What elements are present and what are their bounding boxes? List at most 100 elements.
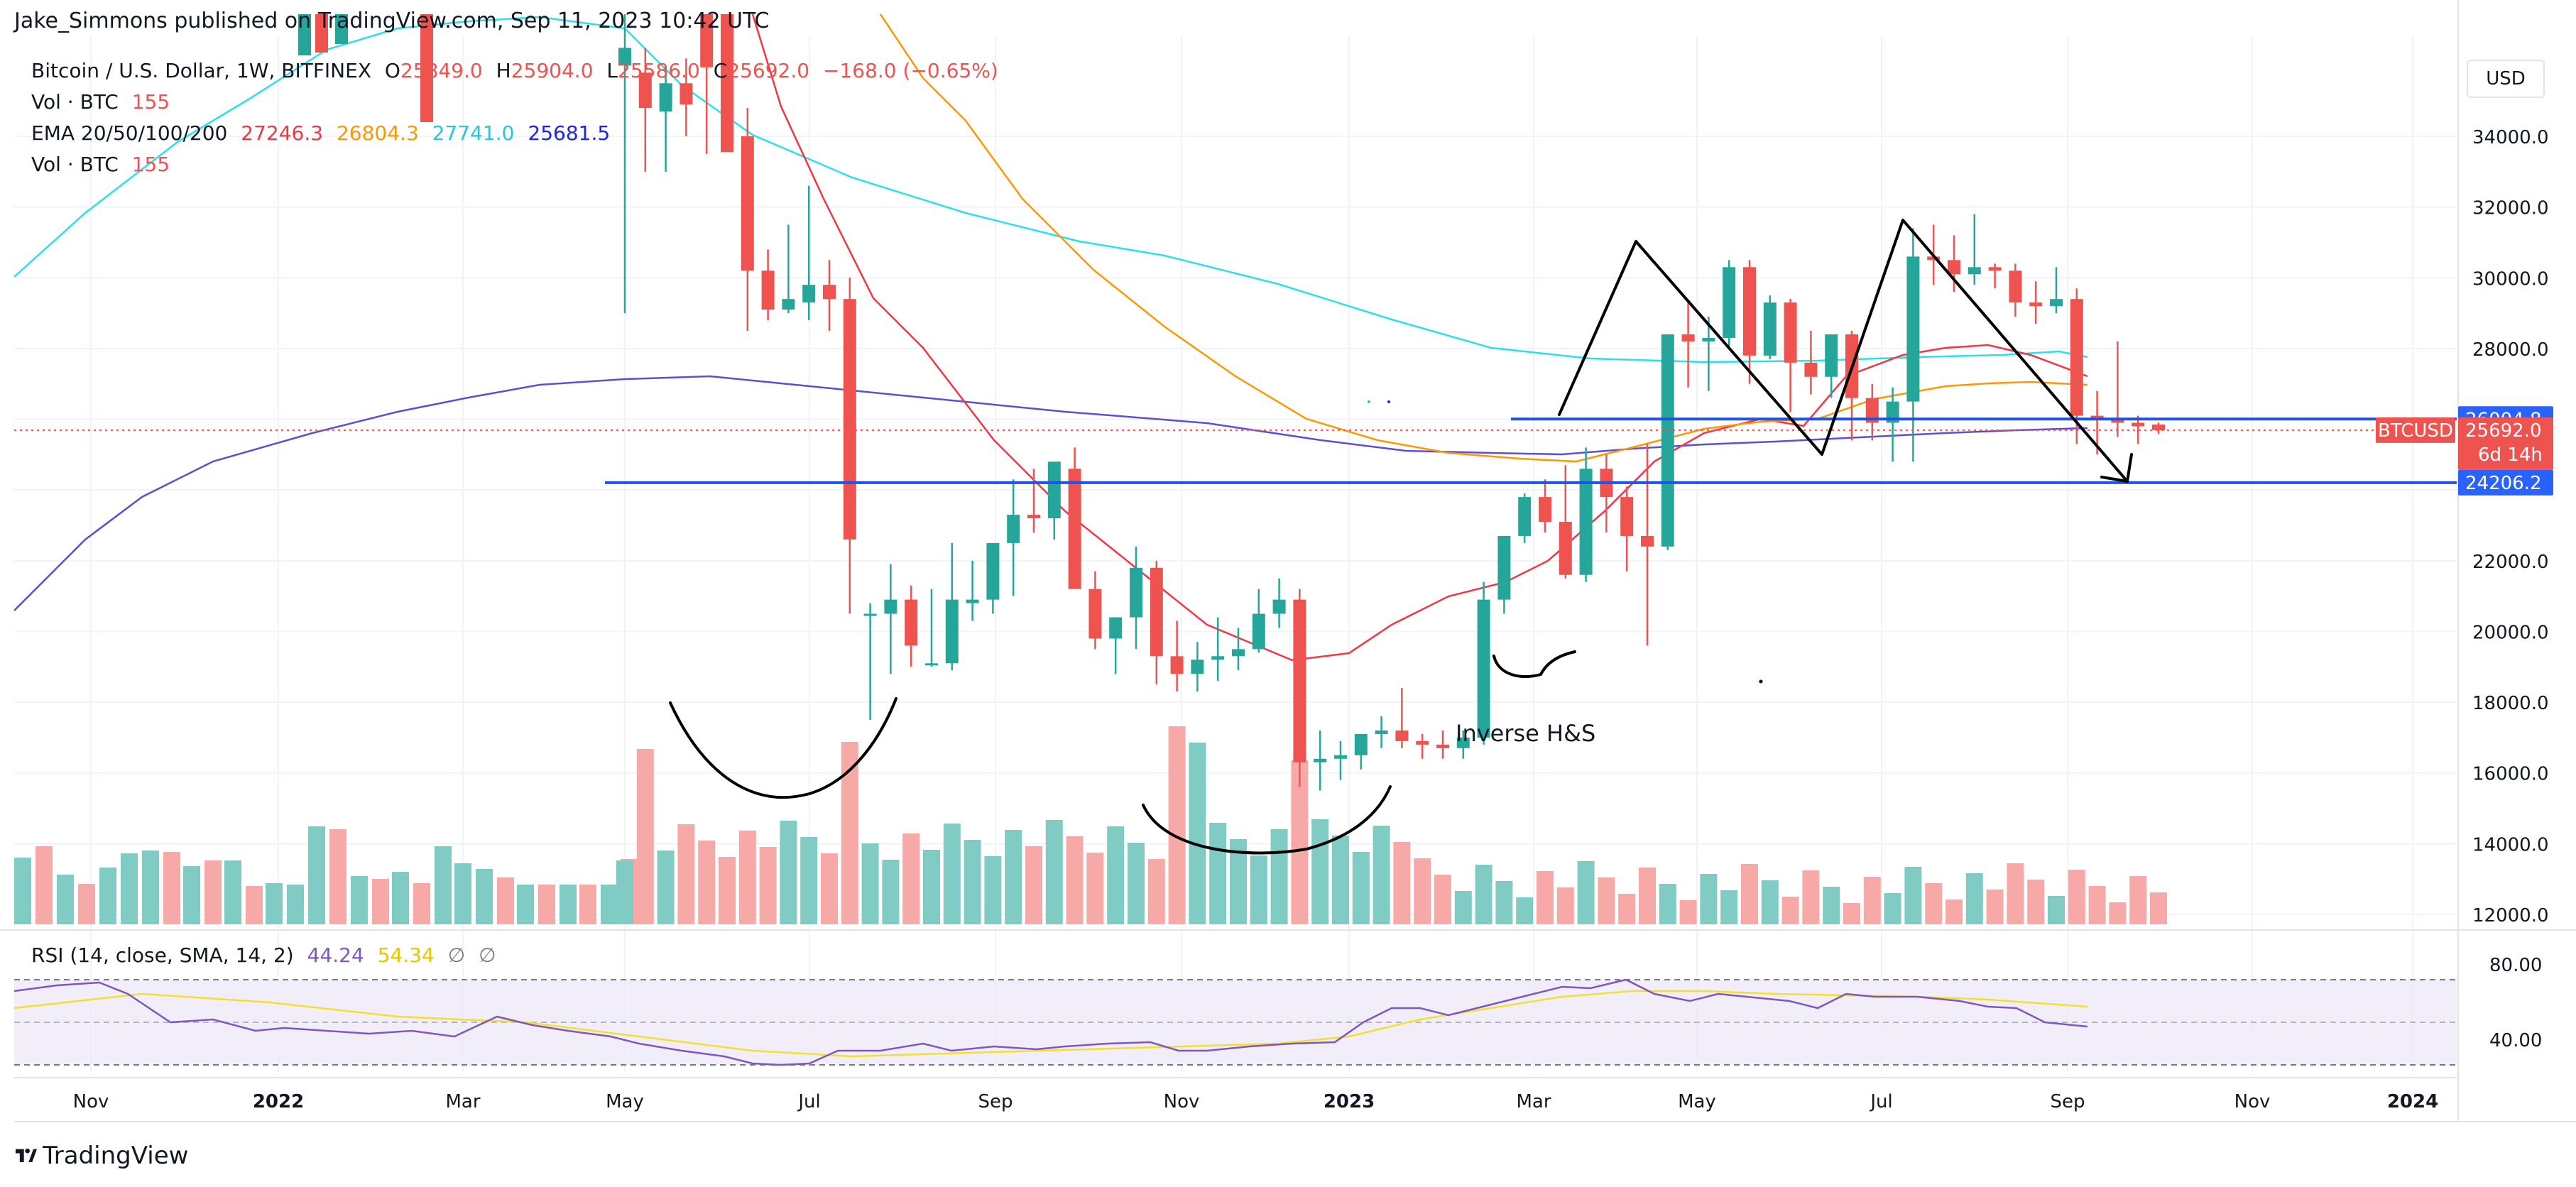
time-tick: Jul [797, 1091, 820, 1112]
candle-body [1743, 267, 1756, 356]
volume-bar [800, 837, 818, 924]
candle-body [1825, 334, 1838, 377]
volume-bar [1414, 858, 1431, 924]
candle-body [1354, 733, 1368, 755]
legend-vol2-label: Vol · BTC [31, 153, 119, 176]
legend-ema[interactable]: EMA 20/50/100/200 27246.3 26804.3 27741.… [31, 121, 617, 146]
candle-body [2132, 422, 2145, 427]
candle-body [1661, 334, 1674, 547]
volume-bar [1454, 891, 1472, 924]
volume-bar [517, 885, 534, 924]
legend-open-label: O [384, 59, 400, 82]
volume-bar [841, 742, 858, 924]
candle-body [1723, 267, 1736, 338]
candle-body [782, 299, 795, 310]
volume-bar [1189, 743, 1206, 924]
volume-bar [142, 850, 159, 924]
volume-bar [99, 868, 116, 924]
tag-lower-text: 24206.2 [2465, 473, 2542, 494]
candle-body [1047, 461, 1061, 519]
candle-body [1170, 656, 1184, 674]
candle-body [1948, 260, 1960, 275]
volume-bar [266, 883, 283, 924]
legend-vol-label: Vol · BTC [31, 90, 119, 114]
double-top-path [1558, 219, 2133, 483]
legend-close-label: C [713, 59, 728, 82]
tag-symbol-bg [2376, 417, 2455, 443]
candle-body [843, 299, 856, 540]
candle-body [1497, 535, 1511, 600]
candle-body [1927, 256, 1941, 261]
legend-ema200: 25681.5 [528, 121, 611, 145]
volume-bar [1945, 899, 1963, 924]
candle-body [823, 285, 836, 300]
volume-bar [246, 886, 263, 924]
rsi-tick: 80.00 [2489, 955, 2542, 976]
candle-body [2070, 299, 2083, 416]
volume-bar [780, 821, 797, 924]
head-left-shoulder [669, 697, 897, 799]
candle-body [618, 48, 631, 66]
volume-bar [882, 860, 900, 924]
legend-change: −168.0 (−0.65%) [823, 59, 998, 82]
volume-bar [121, 853, 138, 924]
legend-low: 25586.0 [618, 59, 700, 82]
volume-bar [1720, 890, 1738, 924]
candle-body [1130, 567, 1142, 618]
candle-body [2152, 425, 2165, 430]
volume-bar [1147, 859, 1165, 924]
candle-body [1641, 535, 1654, 547]
legend-symbol[interactable]: Bitcoin / U.S. Dollar, 1W, BITFINEX [31, 59, 371, 82]
candle-body [1150, 567, 1163, 657]
ema20-line [751, 13, 2088, 662]
volume-bar [1250, 855, 1267, 924]
legend-volume-2[interactable]: Vol · BTC 155 [31, 152, 177, 177]
price-tick: 32000.0 [2472, 198, 2549, 219]
ema50-line [879, 13, 2088, 463]
candle-body [1334, 755, 1347, 759]
volume-bar [1168, 726, 1186, 924]
time-tick: Sep [978, 1091, 1013, 1112]
candle-body [1456, 737, 1470, 748]
legend-volume[interactable]: Vol · BTC 155 [31, 89, 177, 115]
volume-bar [204, 860, 222, 924]
volume-bar [1475, 865, 1492, 924]
candle-body [884, 599, 897, 614]
volume-bar [1311, 819, 1329, 924]
volume-bar [1107, 826, 1125, 924]
tradingview-brand[interactable]: TradingView [43, 1142, 189, 1170]
legend-vol2-value: 155 [131, 153, 170, 176]
currency-button[interactable]: USD [2467, 60, 2545, 98]
volume-bar [1495, 881, 1513, 924]
candle-body [1007, 515, 1020, 543]
time-tick: Nov [1164, 1091, 1200, 1112]
volume-bar [1291, 760, 1309, 924]
candle-body [2009, 270, 2022, 303]
volume-bar [1904, 867, 1922, 924]
rsi-band [14, 980, 2457, 1065]
tag-countdown-text: 6d 14h [2478, 444, 2543, 466]
candle-body [315, 14, 328, 53]
candle-body [1886, 401, 1899, 423]
volume-bar [698, 841, 716, 924]
horizontal-levels[interactable] [14, 417, 2457, 484]
candle-body [1906, 256, 1920, 402]
pattern-label: Inverse H&S [1456, 720, 1595, 747]
volume-bar [1516, 897, 1534, 924]
volume-bar [1823, 887, 1840, 924]
legend-ema50: 26804.3 [336, 121, 419, 145]
time-tick: Nov [73, 1091, 109, 1112]
publisher-line: Jake_Simmons published on TradingView.co… [14, 9, 770, 33]
candle-body [1314, 758, 1327, 762]
candle-body [1395, 730, 1409, 741]
volume-bar [1025, 846, 1042, 924]
candle-body [986, 542, 1000, 600]
legend-rsi-value: 44.24 [307, 943, 364, 967]
legend-rsi-na-1: ∅ [447, 943, 466, 967]
volume-bar [1434, 875, 1451, 924]
volume-bar [677, 824, 695, 924]
legend-rsi[interactable]: RSI (14, close, SMA, 14, 2) 44.24 54.34 … [31, 943, 503, 968]
candle-body [1539, 497, 1551, 523]
time-tick: Mar [445, 1091, 480, 1112]
